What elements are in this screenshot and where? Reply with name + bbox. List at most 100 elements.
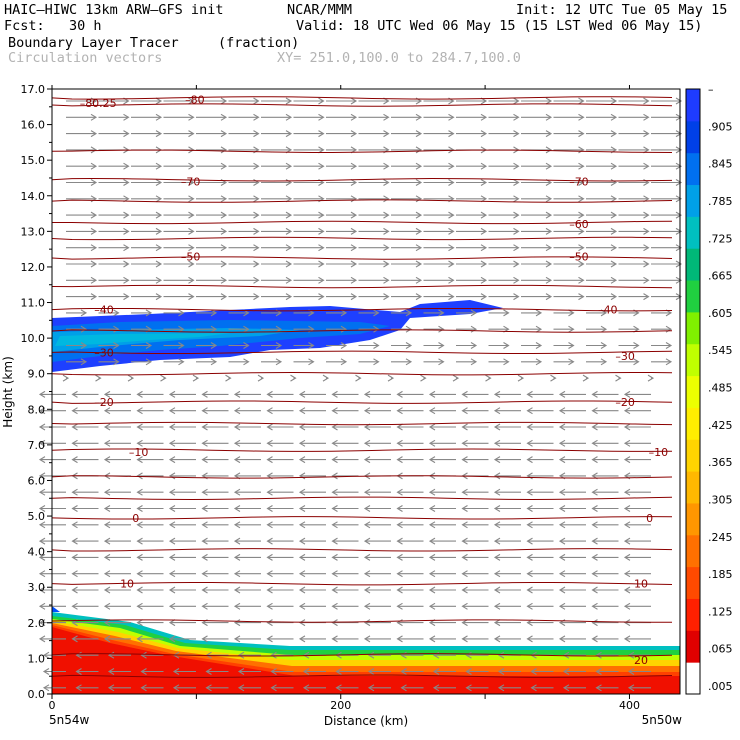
wind-vector-head [367, 651, 375, 659]
wind-vector-head [448, 162, 455, 170]
colorbar-label: .245 [708, 531, 733, 544]
contour-label: –50 [181, 250, 201, 263]
wind-vector-head [103, 537, 111, 545]
wind-vector-head [432, 684, 440, 692]
wind-vector-head [38, 390, 46, 398]
wind-vector-head [568, 309, 575, 317]
wind-vector-head [220, 276, 228, 284]
wind-vector-head [168, 553, 176, 561]
wind-vector-head [448, 211, 455, 219]
wind-vector-head [220, 293, 228, 301]
wind-vector-head [331, 439, 338, 447]
wind-vector-head [428, 407, 436, 415]
wind-vector-head [188, 227, 195, 235]
wind-vector-head [480, 113, 488, 121]
wind-vector-head [428, 570, 436, 578]
wind-vector-head [136, 537, 143, 545]
wind-vector-head [103, 521, 111, 529]
wind-vector-head [675, 244, 683, 252]
wind-vector-head [415, 260, 423, 268]
colorbar-frame [685, 88, 701, 695]
wind-vector-head [545, 293, 553, 301]
wind-vector-head [448, 244, 455, 252]
wind-vector-head [285, 227, 293, 235]
wind-vector-head [373, 309, 380, 317]
wind-vector-head [285, 130, 293, 138]
wind-vector-head [465, 684, 472, 692]
wind-vector-head [363, 521, 371, 529]
wind-vector-head [136, 439, 143, 447]
wind-vector-head [438, 309, 445, 317]
wind-vector-head [168, 439, 176, 447]
temperature-contour [51, 329, 673, 333]
wind-vector-head [103, 586, 111, 594]
contour-label: –10 [129, 446, 149, 459]
wind-vector-head [233, 407, 241, 415]
wind-vector-head [363, 586, 371, 594]
wind-vector-head [480, 260, 488, 268]
wind-vector-head [428, 456, 436, 464]
wind-vector-head [136, 602, 143, 610]
wind-vector-head [350, 244, 358, 252]
cross-section-endpoints: XY= 251.0,100.0 to 284.7,100.0 [277, 50, 521, 66]
wind-vector-head [350, 293, 358, 301]
wind-vector-head [80, 342, 88, 349]
wind-vector-head [107, 651, 115, 659]
wind-vector-head [168, 423, 176, 431]
wind-vector-head [396, 423, 403, 431]
wind-vector-head [253, 276, 260, 284]
wind-vector-head [71, 521, 78, 529]
wind-vector-head [610, 227, 618, 235]
colorbar-label: .905 [708, 120, 733, 133]
y-tick-label: 7.0 [28, 439, 46, 452]
wind-vector-head [623, 619, 631, 627]
contour-label: –20 [94, 396, 114, 409]
wind-vector-head [168, 521, 176, 529]
wind-vector-head [400, 684, 407, 692]
wind-vector-head [220, 195, 228, 203]
wind-vector-head [470, 325, 478, 333]
wind-vector-head [526, 456, 533, 464]
wind-vector-head [90, 146, 98, 154]
wind-vector-head [285, 244, 293, 252]
wind-vector-head [591, 407, 598, 415]
wind-vector-head [201, 635, 208, 643]
colorbar-label: .605 [708, 307, 733, 320]
wind-vector-head [298, 570, 306, 578]
wind-vector-head [591, 553, 598, 561]
wind-vector-head [526, 602, 533, 610]
contour-label: –30 [615, 350, 635, 363]
y-tick-label: 5.0 [28, 510, 46, 523]
wind-vector-head [308, 358, 315, 366]
wind-vector-head [331, 570, 338, 578]
contour-label: –60 [569, 218, 589, 231]
temperature-contour [51, 475, 673, 479]
contour-label: 20 [634, 654, 648, 667]
y-tick-label: 15.0 [21, 154, 46, 167]
wind-vector-head [558, 537, 566, 545]
wind-vector-head [675, 113, 683, 121]
wind-vector-head [591, 423, 598, 431]
wind-vector-head [225, 374, 232, 382]
wind-vector-head [396, 602, 403, 610]
wind-vector-head [415, 162, 423, 170]
wind-vector-head [405, 342, 413, 349]
wind-vector-head [38, 553, 46, 561]
wind-vector-head [298, 423, 306, 431]
wind-vector-head [405, 325, 413, 333]
wind-vector-head [545, 260, 553, 268]
wind-vector-head [188, 260, 195, 268]
wind-vector-head [578, 244, 585, 252]
wind-vector-head [140, 651, 147, 659]
wind-vector-head [470, 358, 478, 366]
wind-vector-head [298, 586, 306, 594]
wind-vector-head [210, 309, 218, 317]
temperature-contour [51, 421, 673, 426]
wind-vector-head [168, 456, 176, 464]
wind-vector-head [160, 374, 167, 382]
colorbar-label: – [708, 83, 714, 96]
wind-vector-head [415, 293, 423, 301]
wind-vector-head [493, 521, 501, 529]
wind-vector-head [90, 211, 98, 219]
wind-vector-head [591, 570, 598, 578]
